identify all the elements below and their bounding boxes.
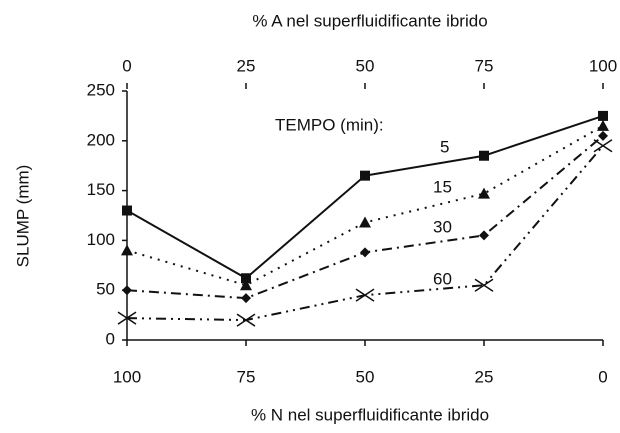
bottom-x-tick-label: 75 — [237, 367, 256, 386]
top-x-tick-label: 100 — [589, 56, 617, 75]
y-tick-label: 50 — [96, 280, 115, 299]
marker — [474, 278, 494, 292]
marker — [360, 170, 370, 181]
series-label: 30 — [433, 217, 452, 236]
top-x-tick-label: 0 — [122, 56, 131, 75]
legend-title: TEMPO (min): — [275, 115, 384, 134]
marker — [359, 216, 371, 228]
marker — [479, 230, 489, 241]
marker — [240, 279, 252, 291]
y-tick-label: 0 — [106, 329, 115, 348]
series-label: 15 — [433, 177, 452, 196]
y-tick-label: 250 — [87, 80, 115, 99]
marker — [478, 187, 490, 199]
marker — [593, 139, 613, 153]
marker — [121, 244, 133, 256]
top-x-tick-label: 75 — [475, 56, 494, 75]
bottom-axis-title: % N nel superfluidificante ibrido — [251, 405, 489, 424]
marker — [479, 150, 489, 161]
bottom-x-tick-label: 0 — [598, 367, 607, 386]
marker — [241, 293, 251, 304]
y-tick-label: 200 — [87, 130, 115, 149]
bottom-x-tick-label: 50 — [356, 367, 375, 386]
y-tick-label: 100 — [87, 230, 115, 249]
marker — [122, 205, 132, 216]
bottom-x-tick-label: 100 — [113, 367, 141, 386]
y-tick-label: 150 — [87, 180, 115, 199]
marker — [122, 285, 132, 296]
y-axis-title: SLUMP (mm) — [13, 165, 32, 268]
marker — [117, 311, 137, 325]
bottom-x-tick-label: 25 — [475, 367, 494, 386]
marker — [598, 110, 608, 121]
marker — [597, 119, 609, 131]
top-x-tick-label: 50 — [356, 56, 375, 75]
marker — [236, 313, 256, 327]
marker — [241, 273, 251, 284]
top-axis-title: % A nel superfluidificante ibrido — [252, 11, 487, 30]
marker — [598, 130, 608, 141]
marker — [355, 288, 375, 302]
series-label: 60 — [433, 269, 452, 288]
top-x-tick-label: 25 — [237, 56, 256, 75]
series-line — [126, 124, 604, 287]
marker — [360, 247, 370, 258]
series-label: 5 — [440, 137, 449, 156]
